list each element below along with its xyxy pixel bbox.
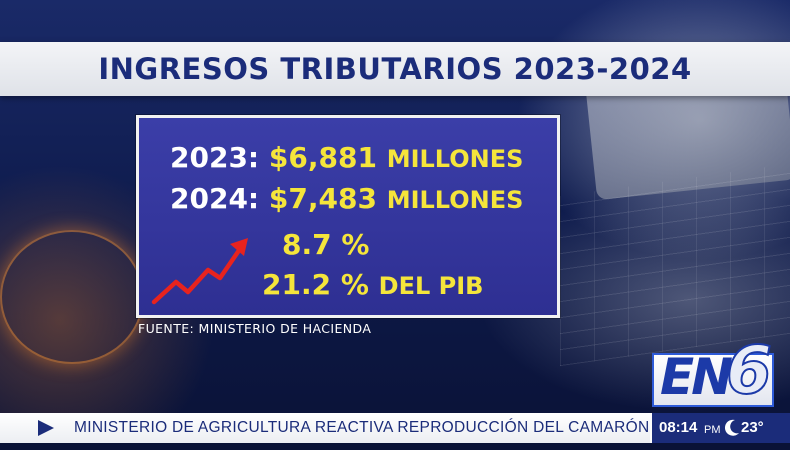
channel-logo-letters: EN: [660, 348, 733, 406]
stat-amount: $7,483: [268, 182, 377, 215]
play-arrow-icon: [38, 420, 54, 436]
clock-ampm: PM: [704, 424, 721, 436]
channel-logo-number: 6: [725, 332, 773, 409]
stat-unit: MILLONES: [386, 145, 524, 173]
clock-weather-box: [652, 413, 790, 443]
ticker-strip: [0, 413, 650, 443]
globe-glow-image: [0, 230, 144, 364]
stats-panel: [136, 115, 560, 318]
channel-logo: [652, 353, 774, 407]
ticker-headline: MINISTERIO DE AGRICULTURA REACTIVA REPRO…: [74, 419, 783, 436]
headline-title: INGRESOS TRIBUTARIOS 2023-2024: [98, 52, 692, 86]
growth-percent: 8.7 %: [282, 228, 370, 261]
source-credit: FUENTE: MINISTERIO DE HACIENDA: [138, 321, 372, 336]
temperature: 23°: [741, 419, 764, 436]
gdp-share-value: 21.2 %: [262, 268, 369, 301]
bottom-strip: [0, 443, 790, 450]
trend-up-arrow-icon: [151, 238, 248, 305]
stat-row-2024: 2024: $7,483 MILLONES: [170, 182, 523, 215]
title-band: INGRESOS TRIBUTARIOS 2023-2024: [0, 42, 790, 96]
gdp-share-row: 21.2 % DEL PIB: [262, 268, 483, 301]
moon-icon: [724, 419, 739, 436]
clock-time: 08:14: [659, 419, 698, 436]
stat-amount: $6,881: [268, 141, 377, 174]
stat-year: 2024:: [170, 182, 260, 215]
stat-row-2023: 2023: $6,881 MILLONES: [170, 141, 523, 174]
gdp-share-label: DEL PIB: [378, 272, 484, 300]
stat-year: 2023:: [170, 141, 260, 174]
stat-unit: MILLONES: [386, 186, 524, 214]
